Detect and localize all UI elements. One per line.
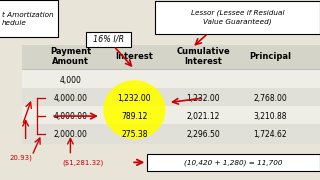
Text: 16% I/R: 16% I/R <box>93 35 124 44</box>
Text: 4,000.00: 4,000.00 <box>53 94 87 103</box>
Text: 2,296.50: 2,296.50 <box>186 130 220 139</box>
Text: 20.93): 20.93) <box>10 154 32 161</box>
Text: (10,420 + 1,280) = 11,700: (10,420 + 1,280) = 11,700 <box>184 159 283 166</box>
Text: 2,021.12: 2,021.12 <box>187 112 220 121</box>
Ellipse shape <box>104 81 165 139</box>
FancyBboxPatch shape <box>147 154 320 171</box>
Text: Principal: Principal <box>249 52 292 61</box>
Text: 4,000.00: 4,000.00 <box>53 112 87 121</box>
Text: ($1,281.32): ($1,281.32) <box>62 159 104 166</box>
Bar <box>22 45 320 69</box>
Text: t Amortization
hedule: t Amortization hedule <box>2 12 53 26</box>
Text: 1,232.00: 1,232.00 <box>117 94 151 103</box>
FancyBboxPatch shape <box>0 0 58 37</box>
Text: Cumulative
Interest: Cumulative Interest <box>176 47 230 66</box>
Text: 2,768.00: 2,768.00 <box>253 94 287 103</box>
Text: 2,000.00: 2,000.00 <box>53 130 87 139</box>
Text: Payment
Amount: Payment Amount <box>50 47 91 66</box>
Bar <box>22 88 320 108</box>
Text: 275.38: 275.38 <box>121 130 148 139</box>
Text: 3,210.88: 3,210.88 <box>254 112 287 121</box>
Text: 4,000: 4,000 <box>60 76 81 85</box>
Bar <box>22 106 320 126</box>
Text: Interest: Interest <box>116 52 153 61</box>
Text: 789.12: 789.12 <box>121 112 148 121</box>
Bar <box>22 70 320 90</box>
Text: 789.12: 789.12 <box>121 112 148 121</box>
Text: 275.38: 275.38 <box>121 130 148 139</box>
Text: 1,232.00: 1,232.00 <box>186 94 220 103</box>
FancyBboxPatch shape <box>155 1 320 34</box>
Bar <box>22 124 320 144</box>
Text: 1,724.62: 1,724.62 <box>253 130 287 139</box>
FancyBboxPatch shape <box>86 31 131 47</box>
Text: Lessor (Lessee if Residual
Value Guaranteed): Lessor (Lessee if Residual Value Guarant… <box>191 10 284 25</box>
Text: 1,232.00: 1,232.00 <box>117 94 151 103</box>
